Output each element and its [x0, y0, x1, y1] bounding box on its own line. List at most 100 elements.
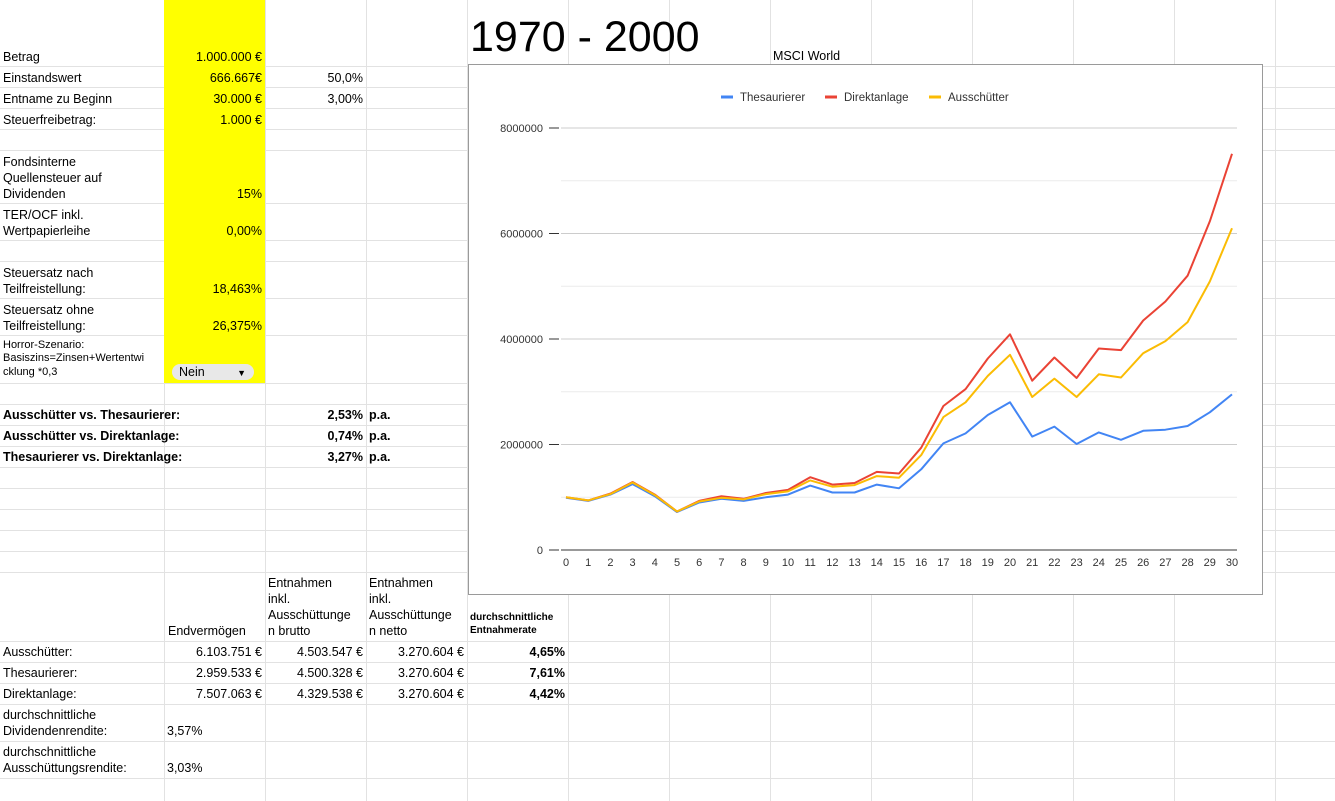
comparison-value-aus-direkt[interactable]: 0,74% [327, 429, 363, 443]
x-tick-label: 28 [1181, 557, 1193, 569]
result-brutto-direktanlage[interactable]: 4.329.538 € [296, 687, 363, 701]
result-netto-thesaurierer[interactable]: 3.270.604 € [397, 666, 464, 680]
y-tick-label: 8000000 [500, 123, 543, 135]
steuer-ohne-label-line2: Teilfreistellung: [3, 319, 86, 333]
chart-caption: MSCI World [773, 49, 841, 63]
result-rate-thesaurierer[interactable]: 7,61% [529, 666, 565, 680]
x-tick-label: 6 [696, 557, 702, 569]
x-tick-label: 12 [826, 557, 838, 569]
horror-dropdown-value: Nein [179, 365, 205, 379]
x-tick-label: 17 [937, 557, 949, 569]
result-end-ausschuetter[interactable]: 6.103.751 € [195, 645, 262, 659]
x-tick-label: 1 [585, 557, 591, 569]
steuer-ohne-value[interactable]: 26,375% [212, 319, 262, 333]
param-value-steuerfreibetrag[interactable]: 1.000 € [220, 113, 262, 127]
header-brutto-line2: inkl. [268, 592, 291, 606]
y-tick-label: 2000000 [500, 440, 543, 452]
x-tick-label: 15 [893, 557, 905, 569]
param-extra-einstandswert[interactable]: 50,0% [327, 71, 363, 85]
header-rate-line2: Entnahmerate [470, 625, 537, 636]
header-brutto-line3: Ausschüttunge [268, 608, 351, 622]
comparison-unit: p.a. [369, 429, 391, 443]
ausschuettungsrendite-label-line1: durchschnittliche [3, 745, 97, 759]
x-tick-label: 3 [630, 557, 636, 569]
x-tick-label: 5 [674, 557, 680, 569]
row-gridline [0, 741, 1335, 742]
header-netto-line1: Entnahmen [369, 576, 433, 590]
comparison-value-thes-direkt[interactable]: 3,27% [327, 450, 363, 464]
line-chart[interactable]: 0 2000000 4000000 6000000 8000000 0 1 2 3 4 5 6 7 8 9 1… [468, 64, 1263, 595]
steuer-nach-label-line2: Teilfreistellung: [3, 282, 86, 296]
param-value-einstandswert[interactable]: 666.667€ [209, 71, 262, 85]
x-tick-label: 26 [1137, 557, 1149, 569]
result-rate-direktanlage[interactable]: 4,42% [529, 687, 565, 701]
ter-value[interactable]: 0,00% [226, 224, 262, 238]
header-netto-line3: Ausschüttunge [369, 608, 452, 622]
result-end-thesaurierer[interactable]: 2.959.533 € [195, 666, 262, 680]
series-line-ausschütter [565, 227, 1233, 513]
steuer-nach-value[interactable]: 18,463% [212, 282, 262, 296]
comparison-label-aus-thes: Ausschütter vs. Thesaurierer: [3, 408, 181, 422]
horror-dropdown[interactable]: Nein ▼ [172, 364, 254, 380]
result-rate-ausschuetter[interactable]: 4,65% [529, 645, 565, 659]
param-label-steuerfreibetrag: Steuerfreibetrag: [3, 113, 97, 127]
row-gridline [0, 662, 1335, 663]
param-value-betrag[interactable]: 1.000.000 € [195, 50, 262, 64]
row-gridline [0, 641, 1335, 642]
dropdown-arrow-icon: ▼ [237, 368, 246, 378]
comparison-label-thes-direkt: Thesaurierer vs. Direktanlage: [3, 450, 183, 464]
x-tick-label: 30 [1226, 557, 1238, 569]
dividendenrendite-label-line1: durchschnittliche [3, 708, 97, 722]
quellensteuer-label-line1: Fondsinterne [3, 155, 76, 169]
x-tick-label: 21 [1026, 557, 1038, 569]
result-end-direktanlage[interactable]: 7.507.063 € [195, 687, 262, 701]
quellensteuer-value[interactable]: 15% [236, 187, 262, 201]
steuer-nach-label-line1: Steuersatz nach [3, 266, 94, 280]
column-gridline [164, 0, 165, 801]
x-tick-label: 9 [763, 557, 769, 569]
comparison-label-aus-direkt: Ausschütter vs. Direktanlage: [3, 429, 180, 443]
comparison-value-aus-thes[interactable]: 2,53% [327, 408, 363, 422]
x-tick-label: 7 [718, 557, 724, 569]
param-value-entnahme[interactable]: 30.000 € [213, 92, 262, 106]
x-tick-label: 24 [1093, 557, 1105, 569]
result-label-thesaurierer: Thesaurierer: [3, 666, 78, 680]
row-gridline [0, 683, 1335, 684]
column-gridline [467, 0, 468, 801]
x-tick-label: 20 [1004, 557, 1016, 569]
ausschuettungsrendite-value[interactable]: 3,03% [167, 761, 203, 775]
param-label-einstandswert: Einstandswert [3, 71, 82, 85]
x-tick-label: 8 [741, 557, 747, 569]
input-column-highlight [164, 0, 265, 383]
header-brutto-line1: Entnahmen [268, 576, 332, 590]
dividendenrendite-value[interactable]: 3,57% [167, 724, 203, 738]
result-brutto-thesaurierer[interactable]: 4.500.328 € [296, 666, 363, 680]
param-extra-entnahme[interactable]: 3,00% [327, 92, 363, 106]
row-gridline [0, 778, 1335, 779]
header-rate-line1: durchschnittliche [470, 612, 554, 623]
quellensteuer-label-line3: Dividenden [3, 187, 66, 201]
column-gridline [1275, 0, 1276, 801]
x-tick-label: 18 [959, 557, 971, 569]
ausschuettungsrendite-label-line2: Ausschüttungsrendite: [3, 761, 127, 775]
x-tick-label: 10 [782, 557, 794, 569]
x-tick-label: 13 [848, 557, 860, 569]
header-netto-line2: inkl. [369, 592, 392, 606]
series-line-thesaurierer [565, 393, 1233, 513]
ter-label-line1: TER/OCF inkl. [3, 208, 84, 222]
page-title: 1970 - 2000 [470, 13, 700, 61]
result-netto-ausschuetter[interactable]: 3.270.604 € [397, 645, 464, 659]
steuer-ohne-label-line1: Steuersatz ohne [3, 303, 95, 317]
header-netto-line4: n netto [369, 624, 408, 638]
quellensteuer-label-line2: Quellensteuer auf [3, 171, 102, 185]
result-netto-direktanlage[interactable]: 3.270.604 € [397, 687, 464, 701]
y-tick-label: 0 [537, 545, 543, 557]
result-brutto-ausschuetter[interactable]: 4.503.547 € [296, 645, 363, 659]
x-tick-label: 0 [563, 557, 569, 569]
series-line-direktanlage [565, 153, 1233, 513]
x-tick-label: 2 [607, 557, 613, 569]
row-gridline [0, 704, 1335, 705]
dividendenrendite-label-line2: Dividendenrendite: [3, 724, 108, 738]
x-tick-label: 25 [1115, 557, 1127, 569]
